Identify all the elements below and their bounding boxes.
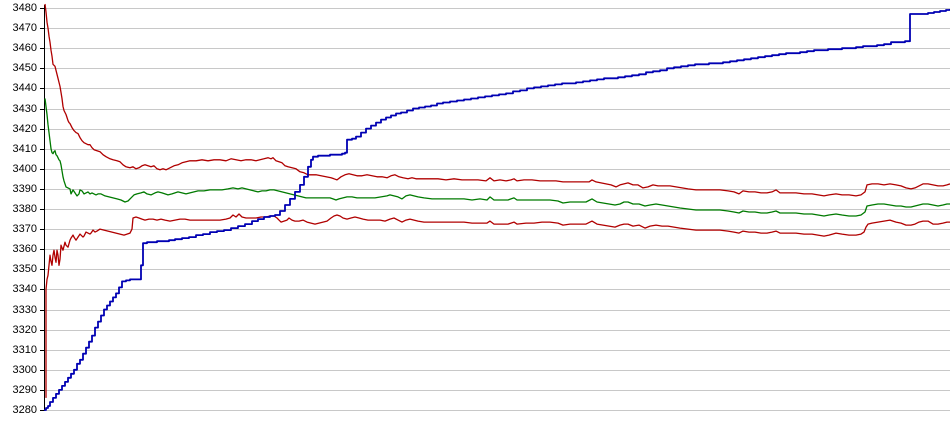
y-axis-label: 3470 bbox=[12, 21, 37, 34]
y-axis-label: 3440 bbox=[12, 81, 37, 94]
y-axis-label: 3420 bbox=[12, 122, 37, 135]
y-axis-label: 3300 bbox=[12, 363, 37, 376]
y-axis-label: 3370 bbox=[12, 222, 37, 235]
y-axis-label: 3460 bbox=[12, 41, 37, 54]
y-axis-label: 3280 bbox=[12, 403, 37, 416]
y-axis-label: 3340 bbox=[12, 282, 37, 295]
y-axis-label: 3310 bbox=[12, 343, 37, 356]
y-axis-label: 3450 bbox=[12, 61, 37, 74]
series-blue-line bbox=[44, 9, 950, 411]
y-axis-label: 3410 bbox=[12, 142, 37, 155]
y-axis-label: 3320 bbox=[12, 323, 37, 336]
series-green-line bbox=[44, 98, 950, 217]
series-upper-red-line bbox=[44, 3, 950, 197]
y-axis-label: 3290 bbox=[12, 383, 37, 396]
y-axis-label: 3350 bbox=[12, 262, 37, 275]
y-axis-label: 3380 bbox=[12, 202, 37, 215]
y-axis-label: 3430 bbox=[12, 102, 37, 115]
y-axis-label: 3390 bbox=[12, 182, 37, 195]
series-lower-red-line bbox=[45, 213, 950, 398]
y-axis-label: 3400 bbox=[12, 162, 37, 175]
y-axis-label: 3360 bbox=[12, 242, 37, 255]
y-axis-label: 3480 bbox=[12, 1, 37, 14]
y-axis-label: 3330 bbox=[12, 303, 37, 316]
